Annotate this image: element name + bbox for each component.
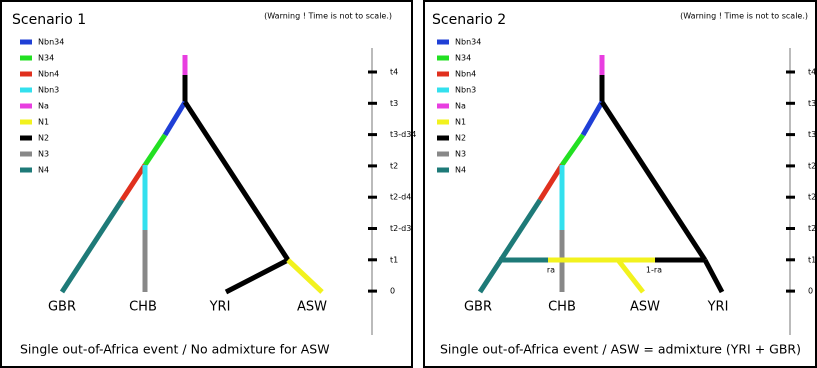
branch bbox=[286, 258, 324, 294]
caption: Single out-of-Africa event / ASW = admix… bbox=[440, 342, 801, 357]
branch bbox=[59, 198, 125, 294]
legend-label: N3 bbox=[455, 150, 466, 159]
time-label: t1 bbox=[808, 255, 816, 264]
legend-label: Nbn3 bbox=[455, 86, 476, 95]
panel: Scenario 1 (Warning ! Time is not to sca… bbox=[12, 12, 392, 357]
legend-label: N2 bbox=[455, 134, 466, 143]
legend-label: Na bbox=[455, 102, 466, 111]
time-label: t4 bbox=[808, 68, 816, 77]
branch bbox=[119, 163, 148, 202]
time-label: t2- bbox=[808, 224, 817, 233]
time-label: t2 bbox=[808, 161, 816, 170]
admixture-label: 1-ra bbox=[646, 266, 662, 275]
branch bbox=[702, 258, 725, 294]
branch bbox=[182, 100, 291, 262]
time-label: t2-d3 bbox=[390, 224, 411, 233]
population-label: YRI bbox=[209, 300, 231, 315]
population-label: YRI bbox=[707, 300, 729, 315]
population-label: CHB bbox=[548, 300, 576, 315]
panel-title: Scenario 1 bbox=[12, 12, 86, 28]
time-label: t2-d4 bbox=[390, 193, 411, 202]
time-label: 0 bbox=[390, 287, 395, 296]
population-label: CHB bbox=[129, 300, 157, 315]
time-label: t2- bbox=[808, 193, 817, 202]
panel-frame bbox=[423, 0, 817, 368]
legend-label: N34 bbox=[38, 54, 54, 63]
population-label: ASW bbox=[297, 300, 327, 315]
time-label: t3 bbox=[808, 99, 816, 108]
caption: Single out-of-Africa event / No admixtur… bbox=[20, 342, 330, 357]
branch bbox=[477, 198, 543, 294]
legend-label: Na bbox=[38, 102, 49, 111]
legend-label: N2 bbox=[38, 134, 49, 143]
legend-label: N1 bbox=[455, 118, 466, 127]
panel-frame bbox=[0, 0, 413, 368]
legend-label: Nbn34 bbox=[38, 38, 64, 47]
branch bbox=[559, 133, 586, 167]
time-label: t1 bbox=[390, 255, 398, 264]
branch bbox=[224, 257, 290, 295]
legend-label: N4 bbox=[455, 166, 466, 175]
time-label: t3 bbox=[390, 99, 398, 108]
branch bbox=[162, 100, 188, 137]
population-label: GBR bbox=[48, 300, 76, 315]
population-label: ASW bbox=[630, 300, 660, 315]
time-label: 0 bbox=[808, 287, 813, 296]
branch bbox=[537, 163, 565, 202]
branch bbox=[580, 100, 605, 137]
tree bbox=[477, 55, 725, 294]
warning: (Warning ! Time is not to scale.) bbox=[680, 12, 808, 21]
time-label: t4 bbox=[390, 68, 398, 77]
legend-label: Nbn34 bbox=[455, 38, 481, 47]
legend-label: Nbn4 bbox=[455, 70, 476, 79]
warning: (Warning ! Time is not to scale.) bbox=[264, 12, 392, 21]
panel-title: Scenario 2 bbox=[432, 12, 506, 28]
legend-label: N4 bbox=[38, 166, 49, 175]
legend-label: N34 bbox=[455, 54, 471, 63]
time-label: t3-d34 bbox=[390, 130, 416, 139]
branch bbox=[599, 100, 708, 262]
admixture-label: ra bbox=[547, 266, 555, 275]
branch bbox=[616, 258, 645, 294]
legend-label: N3 bbox=[38, 150, 49, 159]
time-label: t2 bbox=[390, 161, 398, 170]
branch bbox=[142, 133, 168, 167]
legend-label: N1 bbox=[38, 118, 49, 127]
legend-label: Nbn3 bbox=[38, 86, 59, 95]
legend-label: Nbn4 bbox=[38, 70, 59, 79]
panel: Scenario 2 (Warning ! Time is not to sca… bbox=[432, 12, 808, 357]
tree bbox=[59, 55, 324, 295]
population-label: GBR bbox=[464, 300, 492, 315]
time-label: t3- bbox=[808, 130, 817, 139]
